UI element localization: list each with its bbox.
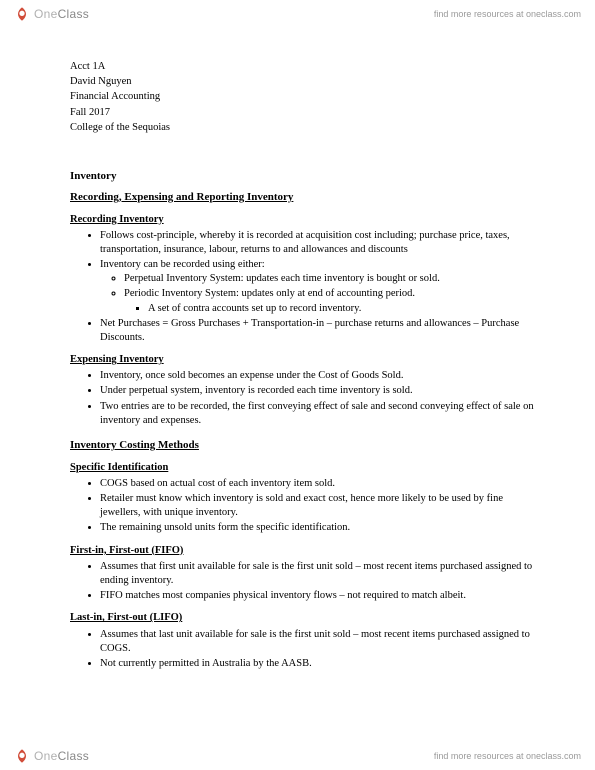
list-item: FIFO matches most companies physical inv… xyxy=(100,589,540,603)
list-item: Follows cost-principle, whereby it is re… xyxy=(100,229,540,257)
method-lifo-heading: Last-in, First-out (LIFO) xyxy=(70,611,540,625)
list-item: Assumes that first unit available for sa… xyxy=(100,560,540,588)
top-tagline: find more resources at oneclass.com xyxy=(434,9,581,19)
brand-logo-icon xyxy=(14,6,30,22)
brand: OneClass xyxy=(14,6,89,22)
recording-sublist: Perpetual Inventory System: updates each… xyxy=(100,272,540,316)
recording-list: Follows cost-principle, whereby it is re… xyxy=(70,229,540,345)
lifo-list: Assumes that last unit available for sal… xyxy=(70,628,540,672)
list-item: Periodic Inventory System: updates only … xyxy=(124,287,540,315)
list-item: Perpetual Inventory System: updates each… xyxy=(124,272,540,286)
expensing-list: Inventory, once sold becomes an expense … xyxy=(70,369,540,428)
brand-bottom: OneClass xyxy=(14,748,89,764)
recording-subsublist: A set of contra accounts set up to recor… xyxy=(124,302,540,316)
school: College of the Sequoias xyxy=(70,121,540,135)
list-item: Not currently permitted in Australia by … xyxy=(100,657,540,671)
list-item: Net Purchases = Gross Purchases + Transp… xyxy=(100,317,540,345)
course-code: Acct 1A xyxy=(70,60,540,74)
subject: Financial Accounting xyxy=(70,90,540,104)
section-recording-heading: Recording Inventory xyxy=(70,213,540,227)
method-specific-heading: Specific Identification xyxy=(70,461,540,475)
list-item-text: Periodic Inventory System: updates only … xyxy=(124,288,415,299)
list-item: The remaining unsold units form the spec… xyxy=(100,521,540,535)
specific-list: COGS based on actual cost of each invent… xyxy=(70,477,540,536)
document-body: Acct 1A David Nguyen Financial Accountin… xyxy=(70,60,540,675)
bottom-tagline: find more resources at oneclass.com xyxy=(434,751,581,761)
brand-logo-icon xyxy=(14,748,30,764)
list-item-text: Inventory can be recorded using either: xyxy=(100,259,265,270)
list-item: Retailer must know which inventory is so… xyxy=(100,492,540,520)
term: Fall 2017 xyxy=(70,106,540,120)
brand-text: OneClass xyxy=(34,7,89,21)
list-item: A set of contra accounts set up to recor… xyxy=(148,302,540,316)
method-fifo-heading: First-in, First-out (FIFO) xyxy=(70,544,540,558)
list-item: Assumes that last unit available for sal… xyxy=(100,628,540,656)
brand-text-bottom: OneClass xyxy=(34,749,89,763)
bottom-brand-bar: OneClass find more resources at oneclass… xyxy=(0,742,595,770)
main-title: Inventory xyxy=(70,169,540,184)
methods-heading: Inventory Costing Methods xyxy=(70,438,540,453)
list-item: Inventory can be recorded using either: … xyxy=(100,258,540,316)
list-item: COGS based on actual cost of each invent… xyxy=(100,477,540,491)
doc-header: Acct 1A David Nguyen Financial Accountin… xyxy=(70,60,540,135)
author-name: David Nguyen xyxy=(70,75,540,89)
list-item: Under perpetual system, inventory is rec… xyxy=(100,384,540,398)
list-item: Inventory, once sold becomes an expense … xyxy=(100,369,540,383)
section-expensing-heading: Expensing Inventory xyxy=(70,353,540,367)
subtitle: Recording, Expensing and Reporting Inven… xyxy=(70,190,540,205)
top-brand-bar: OneClass find more resources at oneclass… xyxy=(0,0,595,28)
list-item: Two entries are to be recorded, the firs… xyxy=(100,400,540,428)
fifo-list: Assumes that first unit available for sa… xyxy=(70,560,540,604)
